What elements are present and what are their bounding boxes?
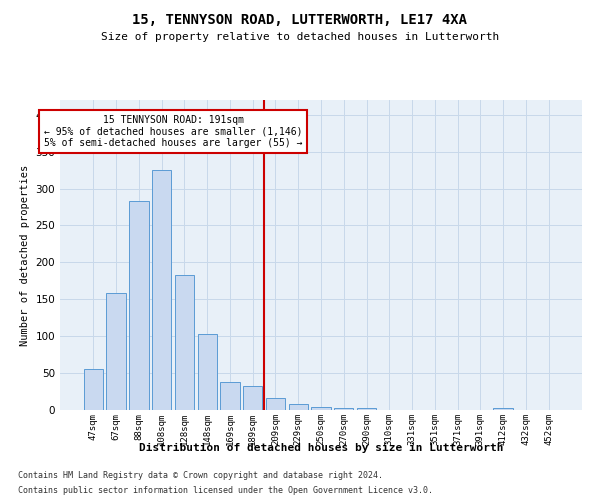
Text: Contains HM Land Registry data © Crown copyright and database right 2024.: Contains HM Land Registry data © Crown c… [18, 471, 383, 480]
Bar [357, 408, 376, 410]
Bar [311, 407, 331, 410]
Bar [266, 398, 285, 410]
Text: 15, TENNYSON ROAD, LUTTERWORTH, LE17 4XA: 15, TENNYSON ROAD, LUTTERWORTH, LE17 4XA [133, 12, 467, 26]
Text: 15 TENNYSON ROAD: 191sqm
← 95% of detached houses are smaller (1,146)
5% of semi: 15 TENNYSON ROAD: 191sqm ← 95% of detach… [44, 115, 302, 148]
Bar [129, 201, 149, 410]
Text: Distribution of detached houses by size in Lutterworth: Distribution of detached houses by size … [139, 442, 503, 452]
Bar [220, 382, 239, 410]
Bar [243, 386, 262, 410]
Bar [493, 408, 513, 410]
Bar [106, 294, 126, 410]
Bar [84, 370, 103, 410]
Bar [152, 170, 172, 410]
Bar [334, 408, 353, 410]
Bar [175, 275, 194, 410]
Y-axis label: Number of detached properties: Number of detached properties [20, 164, 30, 346]
Bar [289, 404, 308, 410]
Text: Contains public sector information licensed under the Open Government Licence v3: Contains public sector information licen… [18, 486, 433, 495]
Bar [197, 334, 217, 410]
Text: Size of property relative to detached houses in Lutterworth: Size of property relative to detached ho… [101, 32, 499, 42]
